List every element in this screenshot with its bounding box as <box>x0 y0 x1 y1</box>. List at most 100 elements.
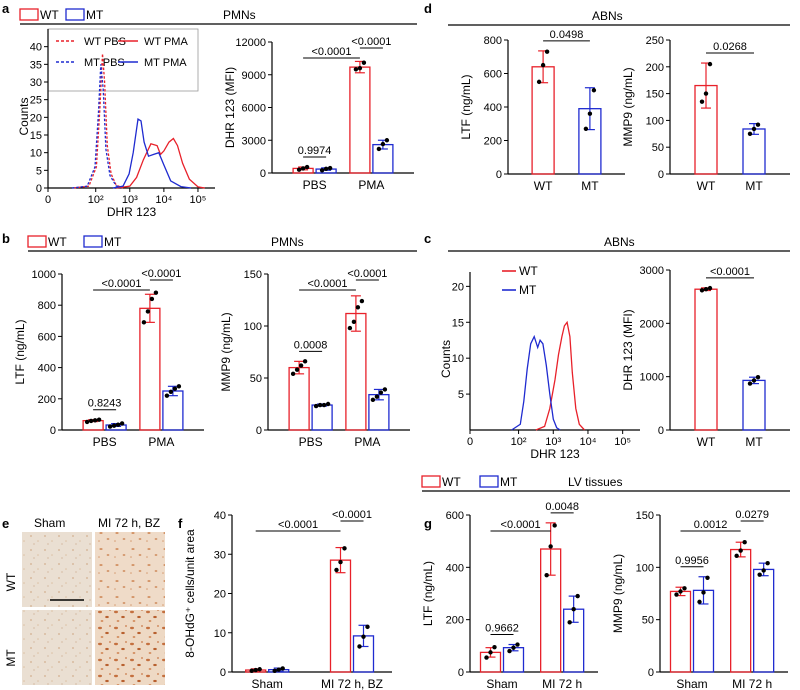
y-tick-label: 0 <box>260 168 266 180</box>
data-point <box>294 367 300 372</box>
data-point <box>567 620 572 625</box>
y-tick-label: 0 <box>50 425 56 437</box>
histogram-series-line <box>73 53 124 189</box>
y-axis-label: DHR 123 (MFI) <box>621 309 635 390</box>
x-tick-label: 10² <box>88 194 104 206</box>
data-point <box>587 111 593 116</box>
legend-wt-label: WT <box>40 8 59 22</box>
data-point <box>317 402 323 408</box>
x-tick-label: MI 72 h <box>732 677 772 690</box>
y-tick-label: 2000 <box>640 318 664 330</box>
y-tick-label: 10 <box>30 148 42 160</box>
y-tick-label: 0 <box>458 667 464 679</box>
panel-a-header-title: PMNs <box>223 8 256 22</box>
data-point <box>357 66 363 71</box>
y-tick-label: 100 <box>636 562 654 574</box>
y-tick-label: 40 <box>30 42 42 54</box>
y-axis-label: MMP9 (ng/mL) <box>219 312 233 391</box>
data-point <box>365 624 370 630</box>
y-tick-label: 200 <box>446 615 464 627</box>
y-tick-label: 600 <box>446 510 464 522</box>
x-tick-label: Sham <box>676 677 707 690</box>
y-tick-label: 6000 <box>242 103 266 115</box>
data-point <box>357 644 362 649</box>
y-tick-label: 50 <box>652 142 664 154</box>
data-point <box>707 61 713 67</box>
legend-wt-label: WT <box>442 475 461 489</box>
data-point <box>548 544 553 549</box>
data-point <box>176 384 182 389</box>
data-point <box>355 305 361 310</box>
x-tick-label: 10⁴ <box>579 436 596 448</box>
panel-b-header-title: PMNs <box>271 235 304 249</box>
x-tick-label: PMA <box>148 435 174 449</box>
y-tick-label: 20 <box>214 589 226 601</box>
x-tick-label: 0 <box>467 436 473 448</box>
data-point <box>249 668 254 674</box>
data-point <box>145 309 151 314</box>
y-tick-label: 250 <box>646 35 664 47</box>
data-point <box>342 546 347 551</box>
legend-mt-label: MT <box>500 475 518 489</box>
bar <box>753 568 775 673</box>
data-point <box>552 523 557 528</box>
data-point <box>172 386 178 391</box>
p-value-label: <0.0001 <box>278 519 318 531</box>
y-tick-label: 200 <box>646 62 664 74</box>
legend-mt-label: MT <box>519 283 537 297</box>
legend-mt-label: MT <box>104 235 122 249</box>
data-point <box>699 288 705 293</box>
y-tick-label: 800 <box>484 35 502 47</box>
panel-letter-g: g <box>424 516 432 531</box>
legend-wt-pma-label: WT PMA <box>144 36 188 48</box>
legend-wt-swatch <box>421 475 441 488</box>
data-point <box>153 290 159 295</box>
data-point <box>88 418 94 424</box>
bar <box>349 66 371 174</box>
legend-mt-swatch <box>83 235 103 248</box>
y-tick-label: 200 <box>38 394 56 406</box>
data-point <box>738 548 743 553</box>
x-tick-label: MI 72 h <box>542 677 582 690</box>
y-tick-label: 0 <box>36 183 42 195</box>
legend-mt-swatch <box>65 8 85 21</box>
data-point <box>321 402 327 408</box>
data-point <box>84 419 90 425</box>
micrograph-mt-mi <box>95 610 165 685</box>
y-tick-label: 100 <box>646 115 664 127</box>
data-point <box>705 575 710 580</box>
data-point <box>674 592 679 597</box>
y-tick-label: 0 <box>658 169 664 181</box>
data-point <box>149 296 155 302</box>
data-point <box>492 644 497 650</box>
data-point <box>323 166 329 172</box>
bar <box>742 128 766 175</box>
y-tick-label: 40 <box>214 510 226 522</box>
y-tick-label: 0 <box>220 667 226 679</box>
data-point <box>678 589 683 594</box>
data-point <box>755 122 761 127</box>
bar <box>742 379 766 431</box>
data-point <box>276 667 281 672</box>
panel-c-header-title: ABNs <box>604 235 635 249</box>
y-tick-label: 150 <box>244 269 262 281</box>
data-point <box>544 49 550 54</box>
panel-g-header-title: LV tissues <box>568 475 622 489</box>
data-point <box>338 559 343 565</box>
data-point <box>319 168 325 173</box>
micrograph-row-wt: WT <box>4 572 18 591</box>
y-tick-label: 0 <box>256 425 262 437</box>
x-tick-label: WT <box>697 179 716 193</box>
data-point <box>384 138 390 143</box>
p-value-label: <0.0001 <box>307 278 347 290</box>
data-point <box>540 62 546 68</box>
data-point <box>488 650 493 655</box>
x-tick-label: Sham <box>486 677 517 690</box>
x-tick-label: 10⁵ <box>190 194 207 206</box>
y-tick-label: 150 <box>646 89 664 101</box>
data-point <box>575 593 580 599</box>
data-point <box>327 165 333 171</box>
data-point <box>707 285 713 291</box>
x-tick-label: MT <box>745 179 763 193</box>
panel-letter-e: e <box>2 516 9 531</box>
